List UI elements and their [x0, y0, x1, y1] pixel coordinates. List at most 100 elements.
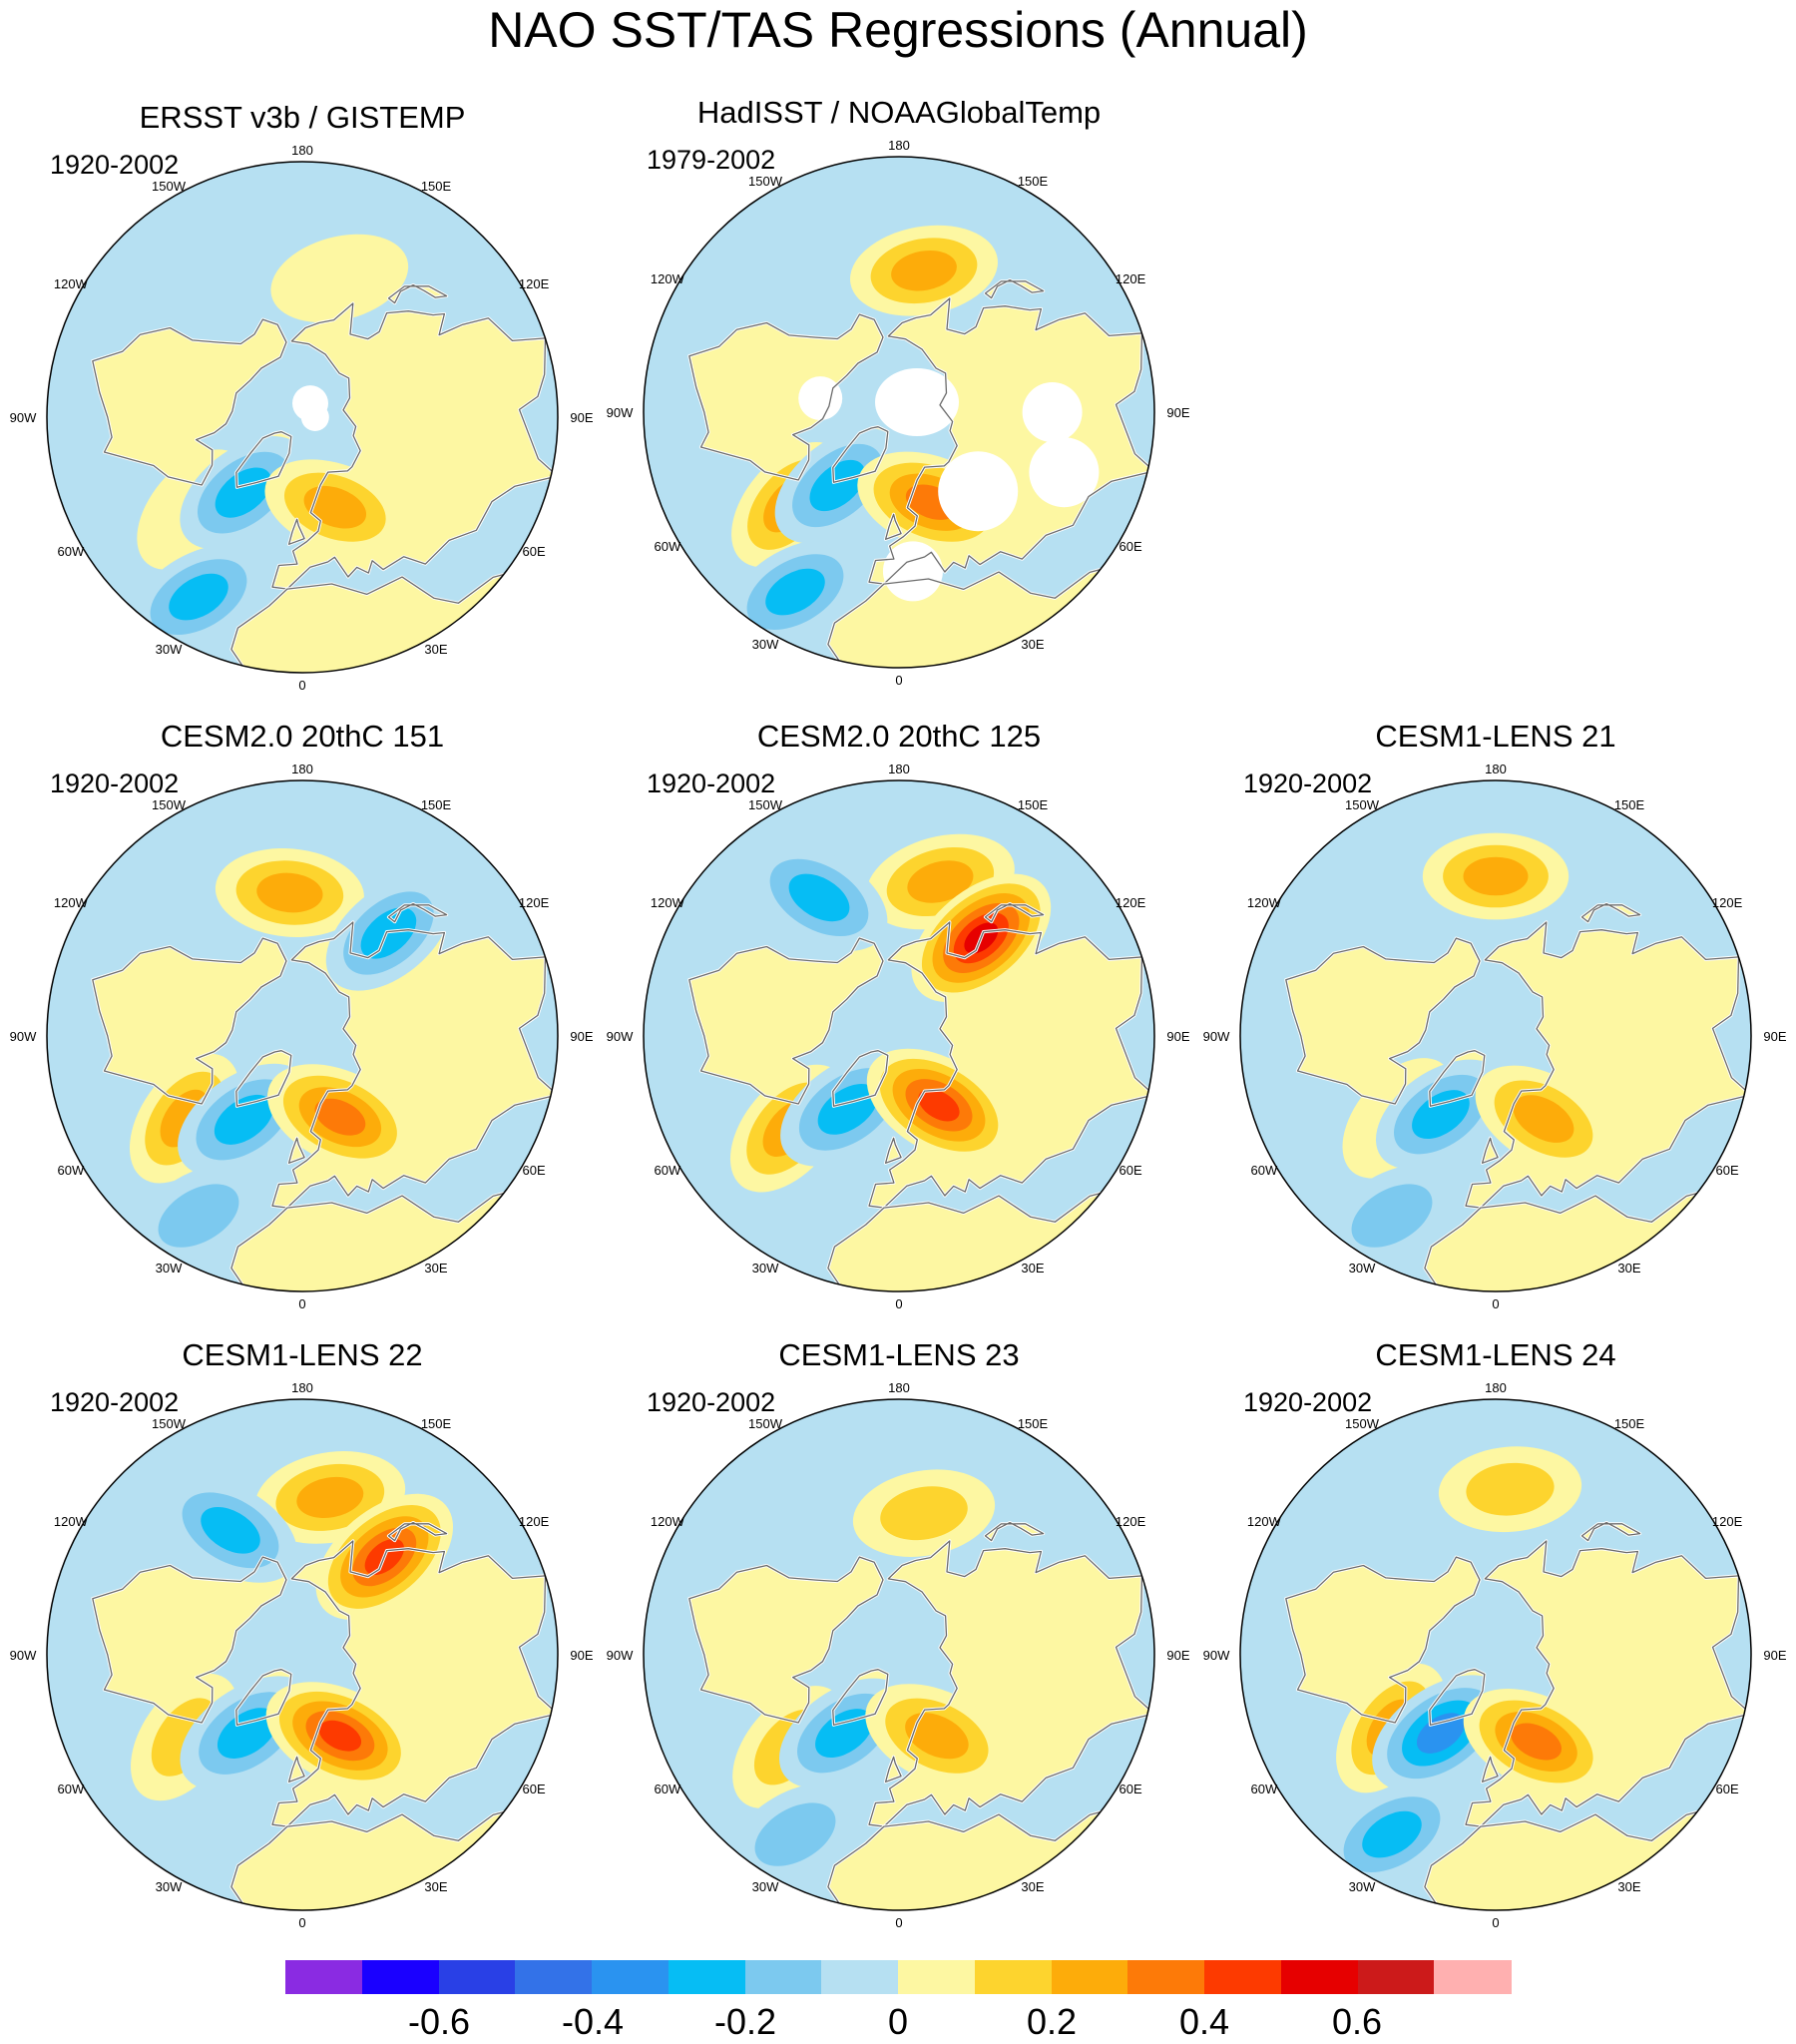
field-base-land: [688, 938, 883, 1104]
coastline: [984, 278, 1045, 299]
longitude-label: 150E: [1018, 1416, 1049, 1431]
coastline: [1429, 1669, 1486, 1726]
longitude-label: 180: [888, 138, 910, 153]
colorbar-swatch: [898, 1960, 976, 1994]
anomaly-contour: [1513, 1095, 1574, 1143]
anomaly-contour: [314, 1098, 366, 1136]
panel-period: 1979-2002: [647, 145, 776, 175]
panel-period: 1920-2002: [1243, 768, 1373, 798]
map-panel: CESM1-LENS 23 1920-2002 180 150E 120E 90E 60…: [600, 1337, 1198, 1956]
longitude-label: 60E: [523, 1163, 546, 1178]
anomaly-contour: [880, 1486, 968, 1541]
map-boundary: [643, 779, 1155, 1292]
panel-title: CESM2.0 20thC 151: [160, 719, 445, 754]
panel-period: 1920-2002: [1243, 1387, 1373, 1417]
longitude-label: 90W: [10, 410, 37, 425]
longitude-label: 90E: [1166, 1648, 1189, 1663]
missing-data: [875, 368, 959, 436]
missing-data: [1029, 437, 1100, 508]
colorbar-swatch: [1434, 1960, 1512, 1994]
polar-map: 180 150E 120E 90E 60E 30E 0 30W 60W 90W 120W 150W: [607, 138, 1190, 688]
panel-title: CESM2.0 20thC 125: [756, 719, 1042, 754]
panel-period: 1920-2002: [50, 1387, 180, 1417]
longitude-label: 90W: [10, 1029, 37, 1044]
longitude-label: 30E: [424, 642, 447, 657]
anomaly-contour: [1351, 1184, 1433, 1248]
coastline: [1424, 1192, 1698, 1291]
longitude-label: 30W: [752, 637, 779, 652]
map-boundary: [643, 156, 1155, 669]
longitude-label: 180: [291, 143, 313, 158]
longitude-label: 0: [895, 673, 902, 688]
anomaly-contour: [815, 1709, 873, 1759]
longitude-label: 150W: [152, 179, 187, 194]
coastline: [827, 1810, 1102, 1910]
longitude-label: 60W: [1251, 1782, 1278, 1796]
longitude-label: 120W: [651, 895, 685, 910]
longitude-label: 150E: [1018, 797, 1049, 812]
map-boundary: [46, 161, 559, 674]
anomaly-contour: [905, 1713, 969, 1760]
coastline: [688, 313, 884, 481]
coastline: [287, 518, 305, 545]
figure-title: NAO SST/TAS Regressions (Annual): [488, 2, 1308, 58]
longitude-label: 30E: [1021, 637, 1044, 652]
longitude-label: 30W: [752, 1261, 779, 1276]
map-field: [47, 780, 558, 1291]
longitude-label: 150E: [421, 179, 452, 194]
longitude-label: 120W: [54, 1514, 89, 1529]
longitude-label: 90W: [1203, 1029, 1230, 1044]
map-panel: CESM1-LENS 24 1920-2002 180 150E 120E 90E 60…: [1196, 1337, 1795, 1956]
field-base-land: [1285, 1557, 1480, 1723]
longitude-label: 120E: [1116, 271, 1146, 286]
colorbar: [285, 1960, 1512, 1994]
coastline: [230, 1810, 505, 1910]
longitude-label: 120W: [1247, 1514, 1282, 1529]
polar-map: 180 150E 120E 90E 60E 30E 0 30W 60W 90W 120W 150W: [10, 143, 594, 693]
anomaly-contour: [1463, 856, 1529, 896]
anomaly-contour: [303, 485, 367, 529]
coastline: [688, 1556, 884, 1724]
longitude-label: 60E: [523, 544, 546, 559]
coastline: [1285, 937, 1481, 1105]
colorbar-swatch: [974, 1960, 1052, 1994]
coastline: [235, 1050, 292, 1107]
missing-data: [938, 451, 1019, 532]
longitude-label: 30W: [752, 1879, 779, 1894]
polar-map: 180 150E 120E 90E 60E 30E 0 30W 60W 90W 120W 150W: [1203, 762, 1787, 1311]
anomaly-contour: [891, 250, 957, 291]
polar-map: 180 150E 120E 90E 60E 30E 0 30W 60W 90W 120W 150W: [607, 762, 1190, 1311]
map-panel: CESM1-LENS 22 1920-2002 180 150E 120E 90E 60…: [3, 1337, 602, 1956]
field-base-land: [885, 1138, 902, 1164]
field-base-land: [92, 319, 286, 485]
longitude-label: 60E: [523, 1782, 546, 1796]
field-base-land: [230, 1811, 504, 1910]
longitude-label: 120E: [1712, 1514, 1743, 1529]
longitude-label: 150E: [1614, 1416, 1645, 1431]
coastline: [688, 937, 884, 1105]
map-boundary: [643, 1398, 1155, 1911]
panel-title: CESM1-LENS 23: [778, 1337, 1020, 1372]
map-panel: ERSST v3b / GISTEMP 1920-2002 180 150E 120…: [3, 100, 602, 719]
longitude-label: 60W: [655, 1782, 681, 1796]
map-boundary: [46, 779, 559, 1292]
map-field: [644, 157, 1154, 668]
anomaly-contour: [296, 1476, 364, 1518]
coastline: [832, 426, 889, 483]
longitude-label: 30E: [424, 1261, 447, 1276]
longitude-label: 120E: [1712, 895, 1743, 910]
coastline: [1285, 1556, 1481, 1724]
longitude-label: 60E: [1716, 1163, 1739, 1178]
longitude-label: 30E: [424, 1879, 447, 1894]
colorbar-swatch: [821, 1960, 899, 1994]
longitude-label: 180: [291, 1380, 313, 1395]
polar-map: 180 150E 120E 90E 60E 30E 0 30W 60W 90W 120W 150W: [607, 1380, 1190, 1930]
coastline: [271, 1540, 558, 1827]
colorbar-tick-label: 0.2: [1026, 2001, 1078, 2042]
longitude-label: 30E: [1617, 1879, 1640, 1894]
longitude-label: 60E: [1716, 1782, 1739, 1796]
coastline: [235, 431, 292, 488]
colorbar-tick-label: -0.2: [713, 2001, 777, 2042]
polar-map: 180 150E 120E 90E 60E 30E 0 30W 60W 90W 120W 150W: [10, 762, 594, 1311]
longitude-label: 150W: [748, 797, 783, 812]
